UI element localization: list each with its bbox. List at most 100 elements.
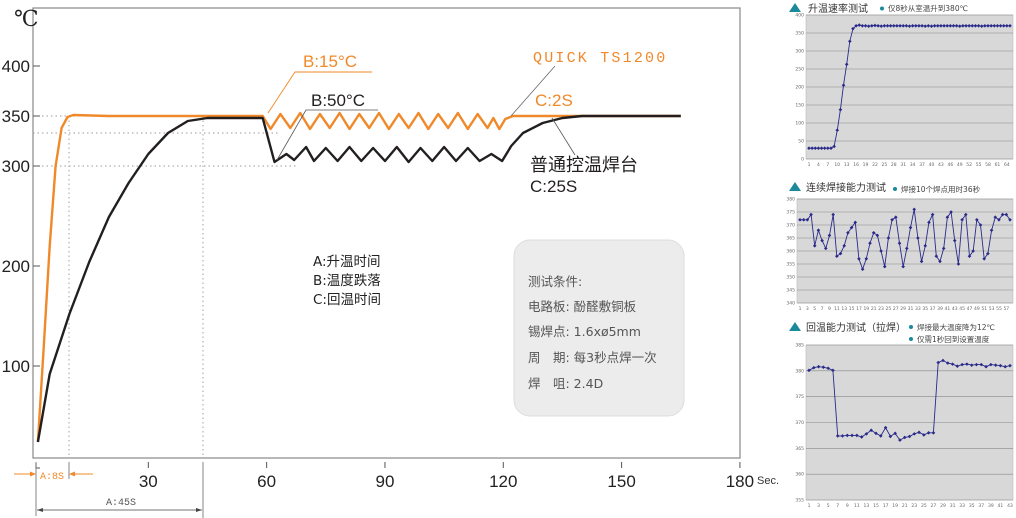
mini-data-point: [812, 244, 817, 248]
mini-x-tick-label: 15: [849, 306, 855, 312]
mini-y-tick-label: 365: [795, 446, 804, 452]
mini-x-tick-label: 17: [883, 503, 889, 509]
mini-data-point: [913, 24, 918, 28]
mini-data-point: [821, 365, 826, 370]
mini-data-point: [989, 228, 994, 232]
mini-data-point: [989, 362, 993, 367]
mini-x-tick-label: 21: [871, 306, 877, 312]
main-chart: ℃ 100 200 300 350 400 30 60 90 120 150 180 Sec. B…: [2, 7, 779, 518]
mini-x-tick-label: 43: [938, 162, 944, 168]
mini-data-point: [854, 24, 858, 28]
mini-data-point: [912, 207, 917, 212]
mini-x-tick-label: 25: [886, 306, 892, 312]
mini-data-point: [960, 218, 964, 222]
mini-x-tick-label: 4: [817, 162, 820, 168]
mini-data-point: [801, 218, 806, 222]
mini-data-point: [975, 218, 979, 222]
mini-data-point: [832, 144, 836, 149]
mini-data-point: [864, 432, 869, 436]
mini-data-point: [868, 241, 872, 245]
mini-data-point: [1001, 24, 1006, 28]
conditions-line: 焊 咀: 2.4D: [528, 376, 603, 391]
mini-data-point: [976, 24, 981, 28]
mini-data-point: [855, 433, 859, 438]
y-tick-label: 400: [2, 57, 30, 76]
mini-data-point: [910, 24, 915, 28]
mini-y-tick-label: 375: [795, 394, 804, 400]
mini-x-tick-label: 61: [995, 162, 1001, 168]
mini-x-tick-label: 47: [967, 306, 973, 312]
mini-data-point: [934, 254, 939, 258]
mini-x-tick-label: 1: [799, 306, 802, 312]
mini-data-point: [969, 363, 974, 367]
mini-series-line: [800, 209, 1011, 271]
mini-x-tick-label: 7: [826, 162, 829, 168]
mini-y-tick-label: 365: [786, 236, 795, 242]
mini-y-tick-label: 355: [795, 498, 804, 504]
y-tick-label: 300: [2, 157, 30, 176]
mini-data-point: [845, 433, 850, 438]
mini-data-point: [908, 225, 913, 230]
mini-data-point: [870, 24, 874, 28]
mini-data-point: [927, 220, 931, 225]
annotation-a-slow: A:45S: [106, 498, 136, 509]
mini-data-point: [838, 107, 843, 112]
mini-x-tick-label: 3: [817, 503, 820, 509]
mini-x-tick-label: 10: [834, 162, 840, 168]
mini-x-tick-label: 58: [985, 162, 991, 168]
mini-x-tick-label: 13: [841, 306, 847, 312]
mini-data-point: [993, 215, 998, 219]
mini-chart-title: 升温速率测试: [808, 2, 868, 15]
mini-data-point: [948, 24, 953, 28]
mini-data-point: [1005, 24, 1009, 28]
mini-x-tick-label: 29: [940, 503, 946, 509]
x-tick-label: 60: [257, 472, 276, 491]
mini-x-tick-label: 28: [891, 162, 897, 168]
mini-x-tick-label: 1: [808, 503, 811, 509]
mini-x-tick-label: 49: [957, 162, 963, 168]
x-tick-label: 150: [607, 472, 635, 491]
mini-data-point: [810, 146, 814, 150]
conditions-line: 电路板: 酚醛敷铜板: [528, 299, 637, 314]
mini-data-point: [859, 435, 864, 439]
mini-data-point: [978, 223, 983, 227]
mini-x-tick-label: 35: [969, 503, 975, 509]
mini-data-point: [954, 24, 959, 28]
mini-x-tick-label: 35: [922, 306, 928, 312]
mini-x-tick-label: 25: [921, 503, 927, 509]
mini-data-point: [952, 238, 957, 243]
mini-data-point: [878, 434, 883, 438]
mini-data-point: [932, 24, 937, 28]
mini-data-point: [905, 246, 909, 251]
mini-data-point: [986, 24, 990, 28]
mini-x-tick-label: 33: [959, 503, 965, 509]
mini-x-tick-label: 49: [974, 306, 980, 312]
mini-x-tick-label: 25: [882, 162, 888, 168]
mini-x-tick-label: 33: [915, 306, 921, 312]
y-tick-label: 350: [2, 107, 30, 126]
bullet-icon: [893, 187, 897, 191]
triangle-icon: [789, 3, 801, 12]
mini-data-point: [965, 362, 969, 366]
mini-data-point: [841, 83, 846, 87]
mini-y-tick-label: 150: [795, 103, 804, 109]
mini-chart-title: 连续焊接能力测试: [806, 181, 886, 194]
legend-c: C:回温时间: [313, 292, 381, 308]
mini-y-tick-label: 50: [798, 139, 804, 145]
mini-x-tick-label: 53: [989, 306, 995, 312]
mini-x-tick-label: 39: [988, 503, 994, 509]
mini-data-point: [904, 24, 909, 28]
mini-x-tick-label: 7: [836, 503, 839, 509]
mini-data-point: [961, 24, 965, 28]
mini-data-point: [979, 362, 984, 367]
mini-x-tick-label: 19: [892, 503, 898, 509]
mini-data-point: [1003, 364, 1008, 369]
mini-data-point: [964, 24, 968, 28]
mini-data-point: [842, 244, 847, 248]
mini-data-point: [960, 362, 964, 367]
mini-data-point: [935, 24, 940, 28]
mini-x-tick-label: 19: [863, 306, 869, 312]
mini-data-point: [920, 24, 924, 28]
x-tick-label: 90: [375, 472, 394, 491]
